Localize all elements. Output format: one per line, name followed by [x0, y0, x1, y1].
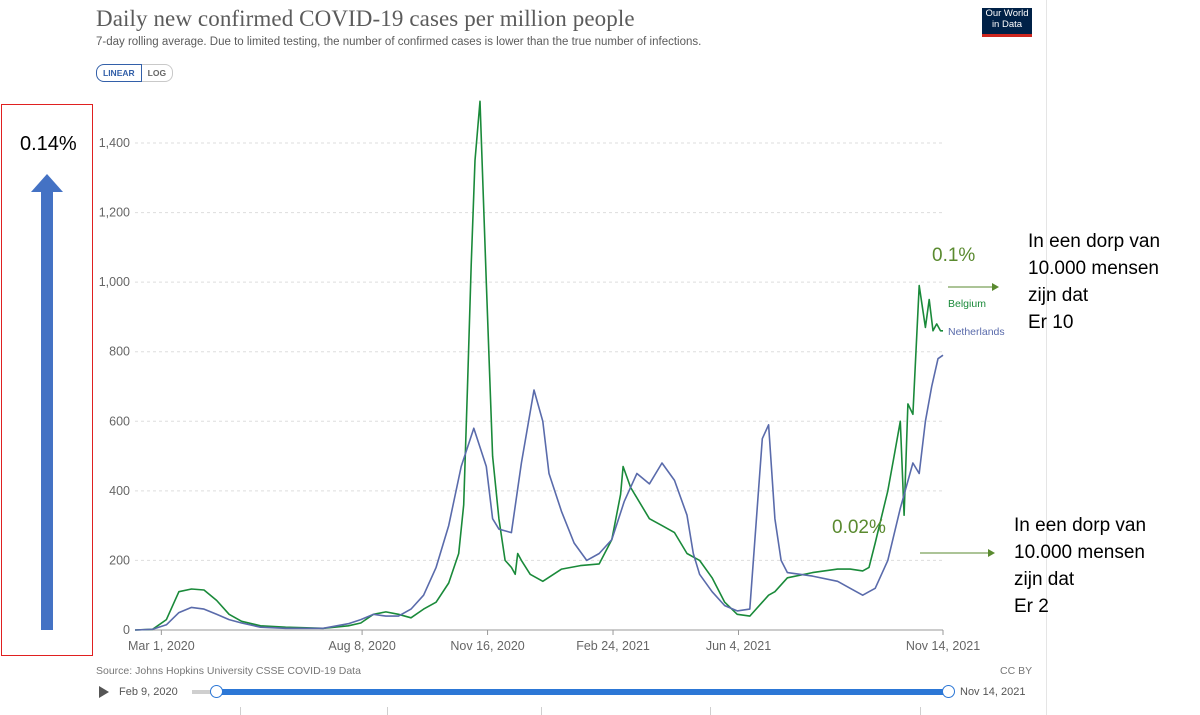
timeline-end-date: Nov 14, 2021	[960, 686, 1026, 698]
tab-divider	[541, 707, 542, 715]
timeline: Feb 9, 2020 Nov 14, 2021	[96, 684, 1036, 700]
y-tick-label: 0	[123, 623, 130, 637]
timeline-start-date: Feb 9, 2020	[119, 686, 178, 698]
tab-divider	[710, 707, 711, 715]
play-icon[interactable]	[99, 686, 109, 698]
x-tick-label: Nov 14, 2021	[906, 639, 980, 653]
logo-line-2: in Data	[991, 18, 1023, 30]
annotation-low-line-2: 10.000 mensen	[1014, 542, 1145, 563]
annotation-arrows	[31, 174, 999, 630]
left-box-percentage: 0.14%	[20, 133, 77, 155]
y-axis-ticks: 0 200 400 600 800 1,000 1,200 1,400	[99, 136, 130, 637]
annotation-high: In een dorp van 10.000 mensen zijn dat E…	[1028, 228, 1160, 336]
scale-toggle: LINEAR LOG	[96, 64, 174, 82]
highlight-box	[1, 104, 93, 656]
y-tick-label: 1,200	[99, 206, 130, 220]
series-label-belgium: Belgium	[948, 298, 986, 310]
timeline-end-handle[interactable]	[942, 685, 955, 698]
owid-logo[interactable]: Our World in Data	[982, 8, 1032, 37]
x-tick-label: Jun 4, 2021	[706, 639, 771, 653]
annotation-low-line-4: Er 2	[1014, 596, 1049, 617]
x-tick-label: Nov 16, 2020	[450, 639, 524, 653]
timeline-track-background	[192, 690, 220, 694]
chart-title: Daily new confirmed COVID-19 cases per m…	[96, 6, 635, 31]
y-tick-label: 800	[109, 345, 130, 359]
logo-line-1: Our World	[985, 8, 1029, 19]
tab-divider	[240, 707, 241, 715]
timeline-start-handle[interactable]	[210, 685, 223, 698]
data-source[interactable]: Source: Johns Hopkins University CSSE CO…	[96, 665, 361, 677]
series-label-netherlands: Netherlands	[948, 326, 1005, 338]
blue-arrow-shaft	[41, 190, 53, 630]
x-tick-label: Aug 8, 2020	[328, 639, 395, 653]
green-arrowhead-high	[992, 283, 999, 291]
annotation-low: In een dorp van 10.000 mensen zijn dat E…	[1014, 512, 1146, 620]
series-line-netherlands	[134, 354, 944, 631]
x-tick-label: Feb 24, 2021	[576, 639, 650, 653]
green-arrowhead-low	[988, 549, 995, 557]
annotation-low-line-1: In een dorp van	[1014, 515, 1147, 536]
x-tick-label: Mar 1, 2020	[128, 639, 195, 653]
x-axis-ticks: Mar 1, 2020 Aug 8, 2020 Nov 16, 2020 Feb 24…	[128, 630, 980, 653]
annotation-low-line-3: zijn dat	[1014, 569, 1075, 590]
annotation-high-line-2: 10.000 mensen	[1028, 258, 1159, 279]
timeline-range[interactable]	[216, 689, 948, 695]
license[interactable]: CC BY	[1000, 665, 1033, 677]
chart-grid	[135, 142, 943, 631]
tab-divider	[387, 707, 388, 715]
tab-divider	[920, 707, 921, 715]
y-tick-label: 1,400	[99, 136, 130, 150]
log-scale-button[interactable]: LOG	[141, 64, 174, 82]
y-tick-label: 600	[109, 414, 130, 428]
percentage-low: 0.02%	[832, 517, 886, 538]
series-line-belgium	[134, 100, 943, 631]
y-tick-label: 1,000	[99, 275, 130, 289]
y-tick-label: 200	[109, 553, 130, 567]
annotation-high-line-4: Er 10	[1028, 312, 1074, 333]
chart-series: Belgium Netherlands	[134, 100, 1005, 631]
linear-scale-button[interactable]: LINEAR	[96, 64, 142, 82]
annotation-high-line-3: zijn dat	[1028, 285, 1089, 306]
chart-subtitle: 7-day rolling average. Due to limited te…	[96, 36, 702, 48]
annotation-high-line-1: In een dorp van	[1028, 231, 1161, 252]
y-tick-label: 400	[109, 484, 130, 498]
blue-arrow-head	[31, 174, 63, 192]
percentage-high: 0.1%	[932, 245, 976, 266]
frame-edge	[1046, 0, 1047, 715]
